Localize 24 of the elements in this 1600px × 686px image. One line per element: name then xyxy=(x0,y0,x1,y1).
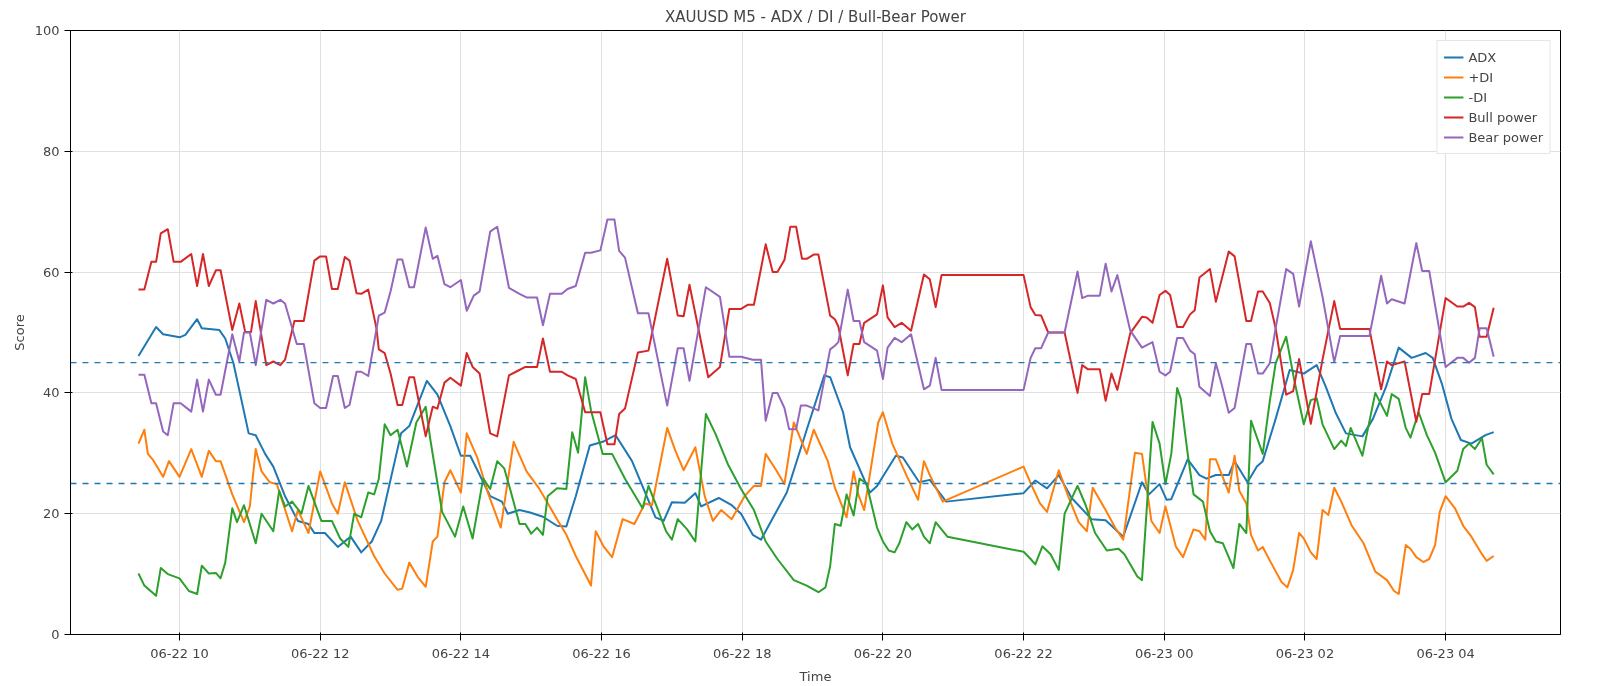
x-tick-label: 06-22 12 xyxy=(290,645,350,661)
y-tick-label: 100 xyxy=(34,23,60,38)
legend-label: Bear power xyxy=(1468,129,1543,145)
x-tick-label: 06-22 20 xyxy=(853,645,913,661)
y-axis-title: Score xyxy=(11,314,27,351)
y-tick-label: 40 xyxy=(42,385,60,401)
x-tick-label: 06-22 10 xyxy=(150,645,209,661)
chart-title: XAUUSD M5 - ADX / DI / Bull-Bear Power xyxy=(664,7,967,26)
y-tick-label: 20 xyxy=(42,506,60,522)
legend-label: ADX xyxy=(1468,49,1497,65)
x-axis-title: Time xyxy=(798,668,832,684)
x-tick-label: 06-22 16 xyxy=(572,645,631,661)
legend-label: +DI xyxy=(1468,69,1494,85)
y-tick-label: 0 xyxy=(51,627,60,642)
x-tick-label: 06-23 04 xyxy=(1416,645,1475,661)
x-tick-label: 06-23 00 xyxy=(1135,645,1194,661)
x-tick-label: 06-23 02 xyxy=(1275,645,1335,661)
legend-label: -DI xyxy=(1468,89,1488,105)
y-tick-label: 60 xyxy=(42,264,60,280)
x-tick-label: 06-22 14 xyxy=(431,645,491,661)
x-tick-label: 06-22 18 xyxy=(713,645,772,661)
y-tick-label: 80 xyxy=(42,143,60,159)
x-tick-label: 06-22 22 xyxy=(994,645,1053,661)
legend-label: Bull power xyxy=(1468,109,1538,125)
